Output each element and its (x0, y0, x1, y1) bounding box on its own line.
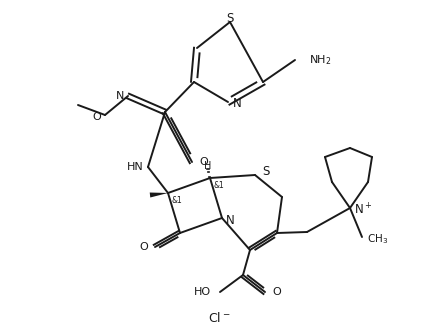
Text: &1: &1 (172, 196, 182, 206)
Text: NH$_2$: NH$_2$ (308, 53, 331, 67)
Polygon shape (149, 192, 168, 197)
Text: HO: HO (194, 287, 211, 297)
Text: N: N (115, 91, 124, 101)
Text: O: O (139, 242, 148, 252)
Text: S: S (261, 166, 269, 179)
Text: CH$_3$: CH$_3$ (366, 232, 387, 246)
Text: O: O (198, 157, 207, 167)
Text: HN: HN (127, 162, 144, 172)
Text: S: S (226, 12, 233, 24)
Text: O: O (272, 287, 280, 297)
Text: H: H (204, 161, 211, 171)
Text: N: N (233, 97, 241, 111)
Text: N: N (226, 214, 234, 227)
Text: Cl$^-$: Cl$^-$ (207, 311, 230, 325)
Text: &1: &1 (213, 182, 224, 190)
Text: O: O (92, 112, 101, 122)
Text: N$^+$: N$^+$ (353, 202, 372, 218)
